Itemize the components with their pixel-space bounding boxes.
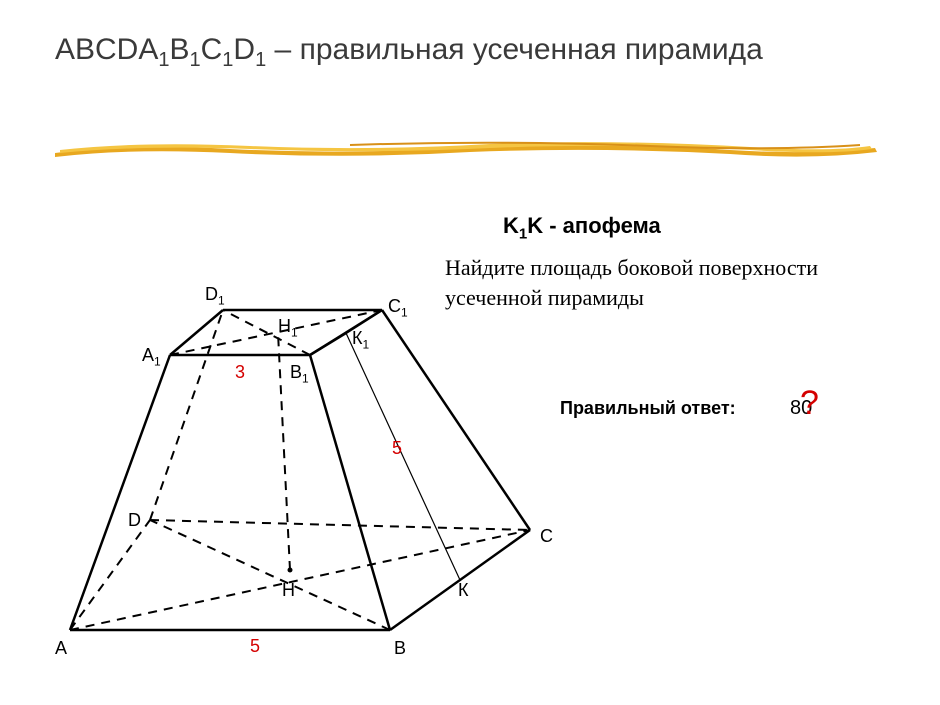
dimension-bottom_side: 5 <box>250 636 260 657</box>
vertex-label-D: D <box>128 510 141 531</box>
vertex-label-A: A <box>55 638 67 659</box>
answer-label: Правильный ответ: <box>560 398 736 419</box>
vertex-label-B: B <box>394 638 406 659</box>
frustum-svg <box>50 270 570 650</box>
question-mark-icon: ? <box>800 384 819 423</box>
vertex-label-C1: C1 <box>388 296 408 320</box>
frustum-diagram: ABCDA1B1C1D1HH1КК1535 <box>50 270 570 650</box>
decorative-brush-stroke <box>50 135 880 165</box>
vertex-label-C: C <box>540 526 553 547</box>
page-title: ABCDA1B1C1D1 – правильная усеченная пира… <box>55 30 763 73</box>
dimension-top_side: 3 <box>235 362 245 383</box>
vertex-label-B1: B1 <box>290 362 309 386</box>
vertex-label-D1: D1 <box>205 284 225 308</box>
vertex-label-K: К <box>458 580 469 601</box>
title-text: ABCDA1B1C1D1 – правильная усеченная пира… <box>55 33 763 66</box>
dimension-apothem: 5 <box>392 438 402 459</box>
apothem-label: K1K - апофема <box>503 213 661 242</box>
vertex-label-A1: A1 <box>142 345 161 369</box>
vertex-label-H: H <box>282 580 295 601</box>
vertex-label-K1: К1 <box>352 328 369 352</box>
vertex-label-H1: H1 <box>278 316 298 340</box>
